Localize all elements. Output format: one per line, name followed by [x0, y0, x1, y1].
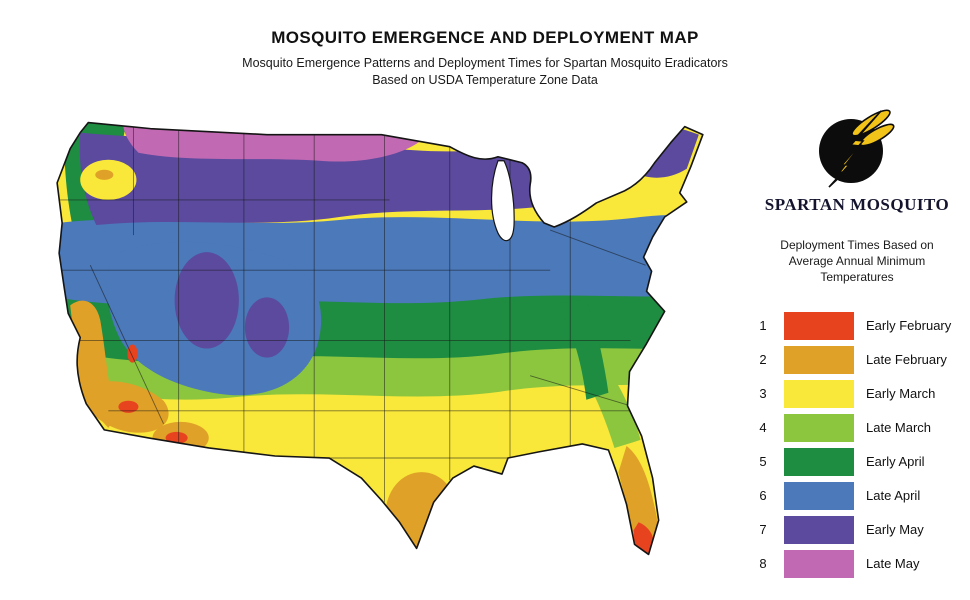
- legend-row: 2 Late February: [752, 345, 962, 374]
- legend-zone-label: Late February: [866, 352, 947, 368]
- page-title: MOSQUITO EMERGENCE AND DEPLOYMENT MAP: [271, 28, 699, 47]
- zone-patch-orange-washington: [95, 169, 114, 180]
- zone-patch-early-may-rockies1: [174, 252, 239, 349]
- legend-heading-line2: Average Annual Minimum Temperatures: [788, 254, 926, 285]
- legend-zone-number: 8: [759, 556, 767, 572]
- zone-band-early-april-appalachia: [558, 299, 609, 400]
- legend-color-swatch: [784, 549, 854, 578]
- us-map-svg: [56, 121, 704, 556]
- lake-michigan: [490, 160, 515, 242]
- legend-zone-label: Early April: [866, 454, 925, 470]
- page-subtitle-line2: Based on USDA Temperature Zone Data: [372, 73, 598, 87]
- spartan-mosquito-logo: SPARTAN MOSQUITO: [752, 103, 962, 215]
- legend-color-swatch: [784, 515, 854, 544]
- brand-name: SPARTAN MOSQUITO: [764, 195, 950, 214]
- zone-patch-red-death-valley: [127, 344, 138, 363]
- us-outline: [56, 121, 704, 556]
- legend-zone-number: 2: [759, 352, 767, 368]
- legend-row: 8 Late May: [752, 549, 962, 578]
- us-zone-map: [28, 103, 746, 568]
- legend-heading-line1: Deployment Times Based on: [780, 238, 934, 252]
- page-header: MOSQUITO EMERGENCE AND DEPLOYMENT MAP Mo…: [0, 28, 970, 90]
- legend: 1 Early February 2 Late February 3 Early…: [752, 311, 962, 578]
- legend-color-swatch: [784, 345, 854, 374]
- sidebar: SPARTAN MOSQUITO Deployment Times Based …: [752, 103, 962, 578]
- legend-zone-number: 6: [759, 488, 767, 504]
- legend-zone-number: 3: [759, 386, 767, 402]
- legend-color-swatch: [784, 379, 854, 408]
- legend-row: 6 Late April: [752, 481, 962, 510]
- zone-patch-yellow-columbia: [80, 159, 137, 200]
- zone-band-late-may: [122, 122, 428, 162]
- legend-row: 3 Early March: [752, 379, 962, 408]
- legend-color-swatch: [784, 447, 854, 476]
- legend-zone-label: Early March: [866, 386, 936, 402]
- legend-color-swatch: [784, 481, 854, 510]
- legend-zone-label: Late April: [866, 488, 921, 504]
- zone-patch-early-may-rockies2: [244, 297, 290, 358]
- legend-row: 7 Early May: [752, 515, 962, 544]
- legend-zone-number: 5: [759, 454, 767, 470]
- legend-row: 4 Late March: [752, 413, 962, 442]
- zone-bands-group: [57, 122, 703, 555]
- mosquito-badge-icon: [819, 109, 895, 188]
- legend-zone-label: Late May: [866, 556, 920, 572]
- legend-row: 1 Early February: [752, 311, 962, 340]
- zone-patch-orange-florida: [618, 445, 659, 555]
- legend-zone-label: Late March: [866, 420, 932, 436]
- page-subtitle-line1: Mosquito Emergence Patterns and Deployme…: [242, 56, 728, 70]
- legend-color-swatch: [784, 311, 854, 340]
- zone-patch-red-socal: [118, 400, 139, 413]
- legend-heading: Deployment Times Based on Average Annual…: [752, 237, 962, 286]
- legend-zone-number: 1: [759, 318, 767, 334]
- legend-zone-label: Early May: [866, 522, 924, 538]
- legend-color-swatch: [784, 413, 854, 442]
- legend-zone-number: 7: [759, 522, 767, 538]
- legend-zone-number: 4: [759, 420, 767, 436]
- legend-zone-label: Early February: [866, 318, 952, 334]
- legend-row: 5 Early April: [752, 447, 962, 476]
